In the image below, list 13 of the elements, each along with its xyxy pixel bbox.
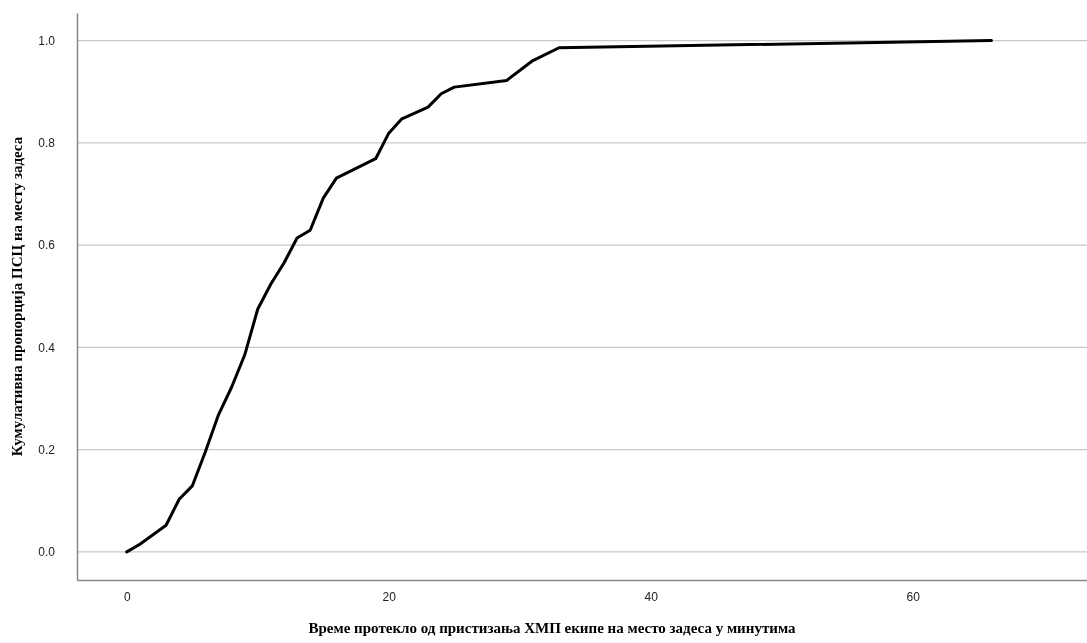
- y-tick-label: 0.4: [38, 340, 56, 355]
- y-tick-label: 0.2: [38, 442, 56, 457]
- x-tick-label: 20: [382, 589, 397, 604]
- y-tick-label: 0.6: [38, 238, 56, 253]
- x-tick-label: 40: [644, 589, 659, 604]
- x-tick-label: 0: [123, 589, 131, 604]
- line-series: [125, 39, 993, 554]
- x-axis-title: Време протекло од пристизања ХМП екипе на место задеса у минутима: [308, 620, 797, 636]
- x-tick-label: 60: [906, 589, 921, 604]
- y-axis-title: Кумулативна пропорција ПСЦ на месту задеса: [9, 136, 25, 457]
- y-tick-label: 0.0: [38, 545, 56, 560]
- y-tick-label: 0.8: [38, 136, 56, 151]
- y-tick-label: 1.0: [38, 33, 56, 48]
